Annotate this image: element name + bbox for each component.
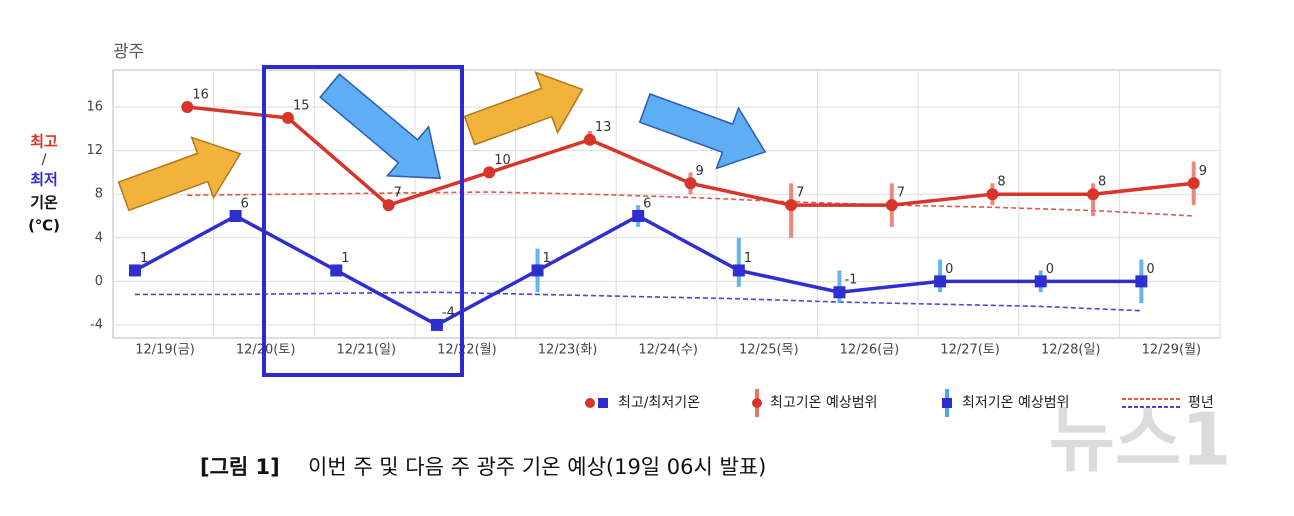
point: [1187, 177, 1200, 190]
chart-title: 광주: [113, 42, 144, 62]
highlight-box: [262, 65, 464, 377]
data-label: -4: [442, 305, 455, 320]
arrow: [319, 73, 442, 180]
x-tick-label: 12/27(토): [940, 343, 1000, 358]
x-tick-label: 12/23(화): [538, 343, 598, 358]
y-label: (℃): [28, 217, 60, 235]
data-label: 1: [744, 251, 752, 266]
annotations: [117, 65, 767, 377]
point: [934, 275, 947, 288]
y-tick-label: 8: [95, 187, 103, 202]
point: [986, 188, 999, 201]
data-label: 6: [643, 196, 651, 211]
y-tick-label: 12: [86, 143, 103, 158]
x-tick-label: 12/26(금): [840, 343, 900, 358]
x-tick-label: 12/25(목): [739, 343, 799, 358]
legend-label: 평년: [1188, 395, 1214, 411]
y-label: 기온: [30, 194, 58, 212]
data-label: 7: [796, 186, 804, 201]
point: [430, 318, 443, 331]
legend-swatch: [598, 398, 608, 408]
data-label: -1: [844, 273, 857, 288]
x-tick-label: 12/29(월): [1142, 343, 1202, 358]
y-tick-label: 4: [95, 230, 103, 245]
legend-label: 최저기온 예상범위: [962, 395, 1070, 411]
data-label: 1: [543, 251, 551, 266]
x-tick-label: 12/22(월): [437, 343, 497, 358]
point: [632, 209, 645, 222]
data-label: 9: [1199, 164, 1207, 179]
point: [732, 264, 745, 277]
data-label: 8: [997, 175, 1005, 190]
y-tick-label: 16: [86, 100, 103, 115]
point: [281, 111, 294, 124]
arrow: [638, 93, 767, 170]
legend-swatch: [752, 398, 762, 408]
data-label: 7: [897, 186, 905, 201]
point: [684, 177, 697, 190]
data-label: 0: [1046, 262, 1054, 277]
point: [885, 199, 898, 212]
y-tick-label: 0: [95, 274, 103, 289]
caption: 이번 주 및 다음 주 광주 기온 예상(19일 06시 발표): [308, 455, 766, 479]
data-label: 10: [494, 153, 511, 168]
legend-label: 최고/최저기온: [618, 395, 700, 411]
data-label: 1: [140, 251, 148, 266]
point: [1087, 188, 1100, 201]
legend-label: 최고기온 예상범위: [770, 395, 878, 411]
legend-swatch: [942, 398, 952, 408]
point: [785, 199, 798, 212]
legend: 최고/최저기온 최고기온 예상범위 최저기온 예상범위 평년: [585, 389, 1214, 417]
caption-label: [그림 1]: [200, 455, 280, 479]
point: [531, 264, 544, 277]
point: [181, 101, 194, 114]
point: [382, 199, 395, 212]
y-label: /: [42, 152, 47, 168]
x-tick-label: 12/28(일): [1041, 343, 1101, 358]
data-label: 16: [192, 88, 209, 103]
arrow: [463, 71, 584, 146]
y-label: 최저: [30, 171, 58, 189]
data-label: 8: [1098, 175, 1106, 190]
data-label: 9: [696, 164, 704, 179]
point: [833, 286, 846, 299]
data-label: 13: [595, 120, 612, 135]
x-tick-label: 12/19(금): [135, 343, 195, 358]
point: [229, 209, 242, 222]
x-tick-label: 12/24(수): [638, 343, 698, 358]
data-label: 0: [945, 262, 953, 277]
data-label: 15: [293, 98, 310, 113]
point: [129, 264, 141, 277]
data-label: 1: [341, 251, 349, 266]
watermark: 뉴스1: [1049, 398, 1232, 482]
data-label: 6: [241, 196, 249, 211]
data-label: 7: [394, 186, 402, 201]
point: [583, 133, 596, 146]
point: [1135, 275, 1148, 288]
arrow: [117, 136, 242, 212]
y-label: 최고: [30, 133, 58, 151]
legend-swatch: [585, 398, 595, 408]
range-bar: [736, 237, 741, 287]
x-tick-label: 12/21(일): [336, 343, 396, 358]
point: [1034, 275, 1047, 288]
point: [330, 264, 343, 277]
y-tick-label: -4: [90, 317, 103, 332]
point: [483, 166, 496, 179]
data-label: 0: [1146, 262, 1154, 277]
